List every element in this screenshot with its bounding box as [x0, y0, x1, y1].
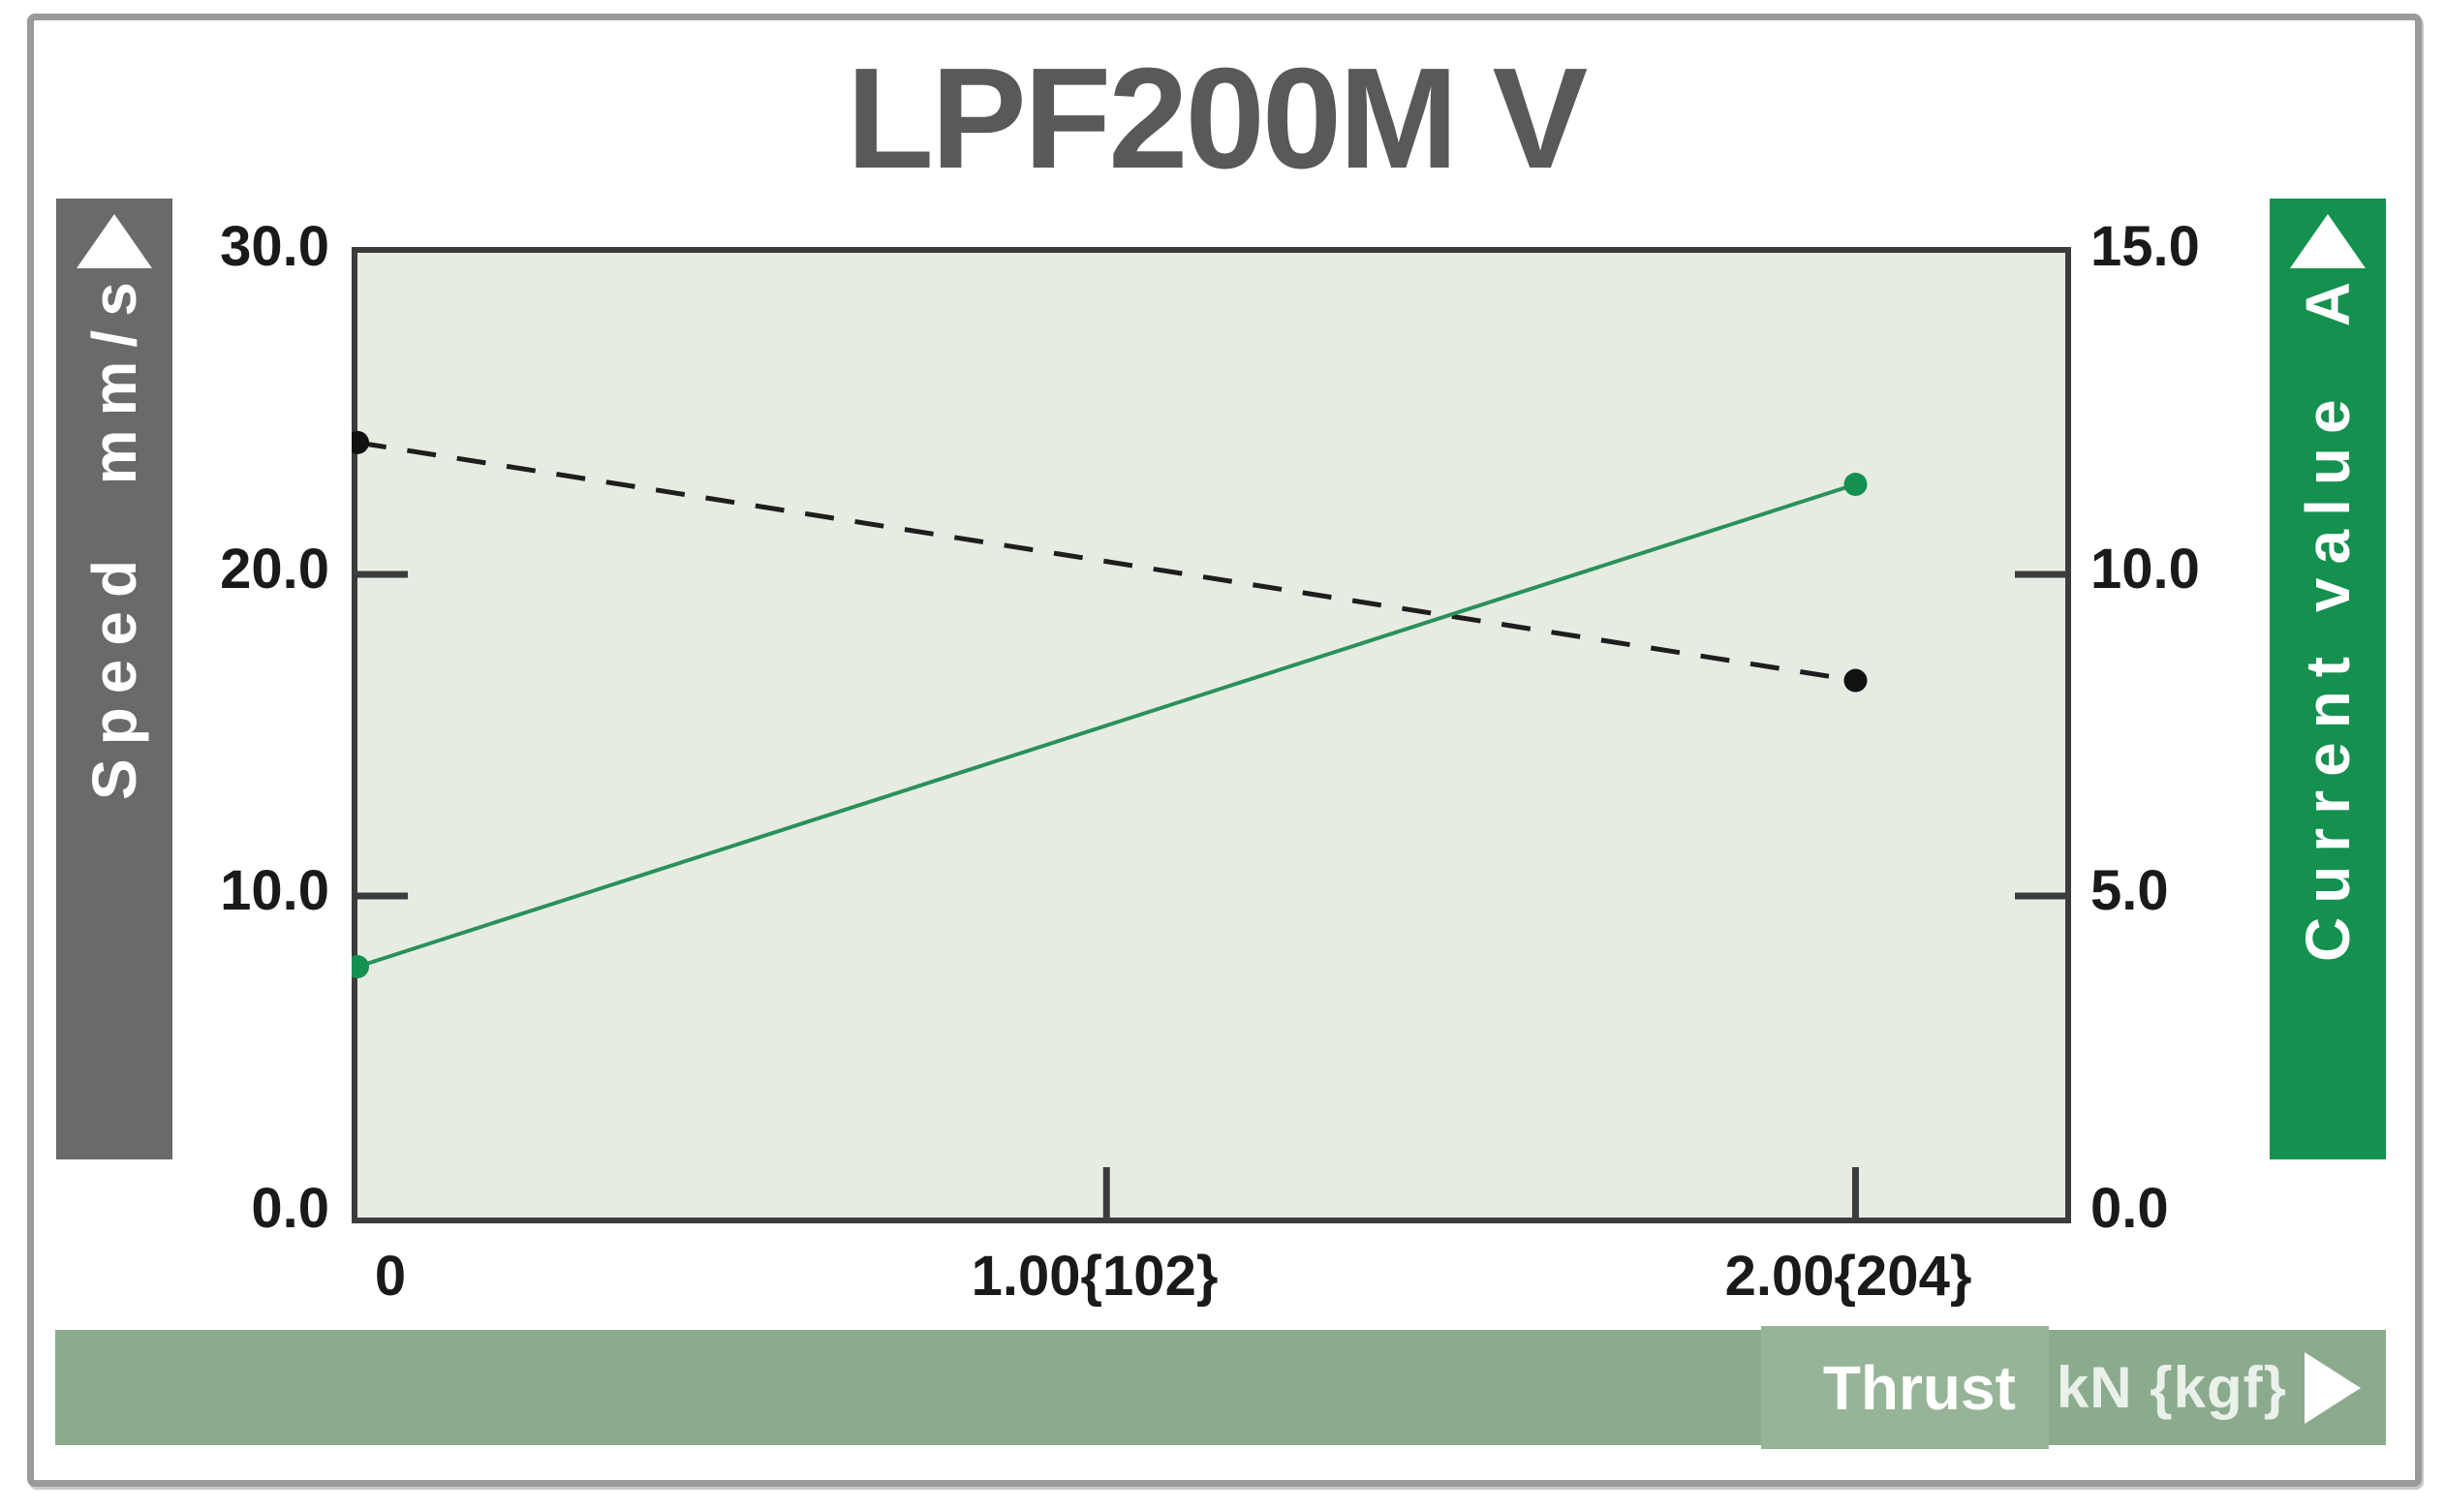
chart-title: LPF200M V	[846, 39, 1589, 199]
right-axis-tick-label: 5.0	[2090, 859, 2169, 922]
left-axis-tick-label: 20.0	[220, 538, 329, 601]
right-axis-tick-label: 15.0	[2090, 215, 2200, 278]
x-axis-tick-label: 2.00{204}	[1724, 1245, 1972, 1308]
speed-axis-banner-label: Speed mm/s	[79, 268, 149, 800]
left-axis-tick-label: 30.0	[220, 215, 329, 278]
current-value-line	[356, 482, 1857, 969]
speed-axis-banner: Speed mm/s	[56, 199, 172, 1159]
current-axis-banner: Current value A	[2270, 199, 2386, 1159]
current-axis-banner-label: Current value A	[2293, 268, 2363, 962]
thrust-axis-label: Thrust	[1822, 1352, 2016, 1423]
thrust-axis-banner: Thrust kN {kgf}	[55, 1326, 2386, 1449]
speed-point	[352, 430, 369, 454]
x-axis-tick-label: 1.00{102}	[971, 1245, 1219, 1308]
up-arrow-icon	[77, 214, 152, 268]
left-axis-tick-label: 0.0	[251, 1177, 329, 1240]
current-value-point	[352, 955, 369, 979]
right-axis-tick-label: 0.0	[2090, 1177, 2169, 1240]
right-arrow-icon	[2305, 1351, 2361, 1424]
plot-background	[352, 247, 2071, 1223]
x-axis-tick-label: 0	[374, 1245, 407, 1308]
up-arrow-icon	[2290, 214, 2366, 268]
left-axis-tick-label: 10.0	[220, 859, 329, 922]
plot-area	[352, 247, 2071, 1223]
thrust-label-panel: Thrust	[1760, 1326, 2049, 1449]
speed-point	[1843, 668, 1868, 693]
current-value-point	[1843, 473, 1868, 497]
thrust-axis-unit: kN {kgf}	[2056, 1355, 2287, 1420]
speed-line	[356, 440, 1856, 684]
right-axis-tick-label: 10.0	[2090, 538, 2200, 601]
